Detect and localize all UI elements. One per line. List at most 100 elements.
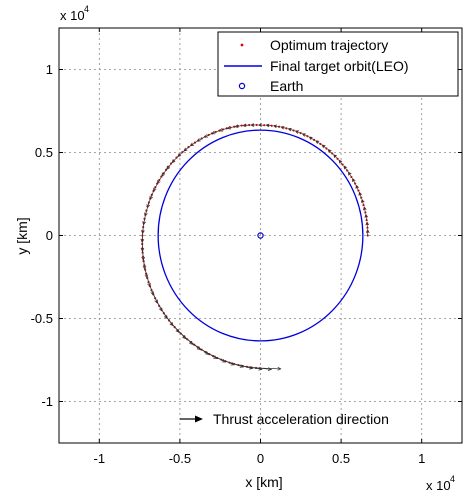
thrust-arrow-head	[321, 144, 326, 149]
thrust-arrow	[234, 125, 242, 128]
thrust-arrow-head	[287, 127, 292, 132]
thrust-arrow-head	[338, 159, 343, 164]
thrust-arrow-head	[221, 358, 227, 363]
legend-box	[217, 31, 459, 97]
x-tick-label: -0.5	[169, 451, 191, 466]
thrust-arrow	[315, 140, 321, 145]
x-tick-label: 0	[257, 451, 264, 466]
thrust-arrow-head	[280, 125, 285, 130]
thrust-arrow-head	[358, 191, 363, 196]
svg-text:x 10: x 10	[60, 8, 85, 23]
thrust-arrow-head	[301, 133, 306, 137]
thrust-arrow	[302, 133, 308, 137]
svg-text:x 10: x 10	[426, 478, 451, 493]
thrust-arrow-head	[362, 206, 367, 211]
thrust-arrow-head	[196, 346, 202, 351]
thrust-arrow-head	[218, 128, 224, 132]
thrust-arrow-head	[361, 198, 365, 203]
thrust-arrow	[343, 165, 348, 171]
y-tick-label: -0.5	[31, 311, 53, 326]
thrust-arrow	[338, 159, 343, 165]
legend-marker-earth	[238, 82, 246, 90]
x-ticks: -1 -0.5 0 0.5 1	[94, 28, 425, 466]
legend-label-earth: Earth	[270, 78, 303, 94]
thrust-arrow-head	[327, 149, 332, 153]
thrust-arrow	[273, 125, 280, 128]
x-exponent-label: x 10 4	[426, 474, 455, 493]
thrust-arrow-head	[355, 184, 360, 189]
legend-entry-trajectory: Optimum trajectory	[240, 37, 388, 53]
thrust-arrow-head	[308, 136, 313, 141]
thrust-arrow-head	[364, 213, 369, 218]
thrust-arrow	[266, 124, 272, 127]
target-orbit-layer	[157, 129, 364, 342]
thrust-arrow	[288, 128, 294, 131]
thrust-arrow	[211, 130, 220, 135]
thrust-arrow	[309, 136, 315, 141]
y-tick-label: -1	[41, 394, 53, 409]
thrust-arrow-head	[204, 351, 210, 355]
thrust-arrow-head	[169, 322, 174, 327]
thrust-arrow-head	[352, 177, 356, 183]
thrust-arrow	[295, 130, 301, 134]
earth-layer	[257, 232, 264, 239]
thrust-arrow-head	[226, 125, 231, 130]
thrust-arrow-head	[333, 154, 338, 159]
thrust-arrow	[361, 199, 364, 206]
earth-marker	[257, 232, 264, 239]
thrust-arrow	[190, 140, 199, 147]
legend-marker-trajectory	[240, 43, 244, 47]
x-tick-label: 1	[418, 451, 425, 466]
x-axis-label: x [km]	[245, 474, 282, 490]
thrust-arrow-head	[343, 165, 348, 170]
svg-text:4: 4	[450, 474, 455, 484]
legend-label-orbit: Final target orbit(LEO)	[270, 58, 409, 74]
legend: Optimum trajectory Final target orbit(LE…	[217, 31, 459, 97]
thrust-arrow	[219, 128, 227, 132]
svg-text:4: 4	[84, 4, 89, 14]
y-tick-label: 1	[46, 62, 53, 77]
target-orbit-line	[157, 129, 364, 342]
thrust-arrow-head	[365, 221, 370, 226]
thrust-arrow-head	[158, 307, 163, 312]
thrust-arrow	[280, 126, 287, 129]
thrust-arrow-head	[163, 314, 168, 320]
x-tick-label: 0.5	[332, 451, 350, 466]
thrust-arrow-head	[277, 366, 282, 371]
thrust-arrow	[348, 171, 352, 178]
thrust-arrow-head	[175, 328, 180, 333]
thrust-arrow-head	[189, 341, 194, 345]
thrust-arrow	[358, 192, 362, 198]
thrust-annotation: Thrust acceleration direction	[180, 411, 389, 427]
thrust-arrow-head	[242, 123, 247, 128]
y-axis-label: y [km]	[14, 217, 30, 254]
thrust-arrow-head	[234, 124, 239, 129]
legend-label-trajectory: Optimum trajectory	[270, 37, 388, 53]
thrust-arrow	[197, 136, 206, 142]
thrust-arrow-head	[144, 274, 149, 279]
annotation-text: Thrust acceleration direction	[213, 411, 389, 427]
thrust-arrow-head	[315, 140, 320, 144]
thrust-arrow-head	[250, 123, 255, 127]
y-tick-label: 0.5	[35, 145, 53, 160]
thrust-arrow	[363, 206, 366, 213]
thrust-arrow-head	[365, 228, 370, 233]
thrust-arrow	[255, 367, 281, 370]
thrust-arrow-head	[142, 265, 147, 270]
thrust-arrow-head	[265, 123, 270, 128]
y-ticks: -1 -0.5 0 0.5 1	[31, 62, 462, 409]
thrust-arrow	[242, 124, 250, 126]
thrust-arrow-head	[348, 171, 352, 176]
thrust-arrow	[355, 185, 359, 191]
thrust-arrow-head	[272, 124, 278, 129]
thrust-arrow-layer	[140, 123, 370, 371]
annotation-arrow-head-icon	[195, 415, 203, 423]
thrust-arrow-head	[213, 355, 218, 359]
thrust-arrow-head	[294, 130, 299, 134]
thrust-arrow-head	[257, 123, 262, 127]
thrust-arrow	[352, 178, 356, 184]
thrust-arrow	[333, 154, 338, 160]
y-tick-label: 0	[46, 228, 53, 243]
